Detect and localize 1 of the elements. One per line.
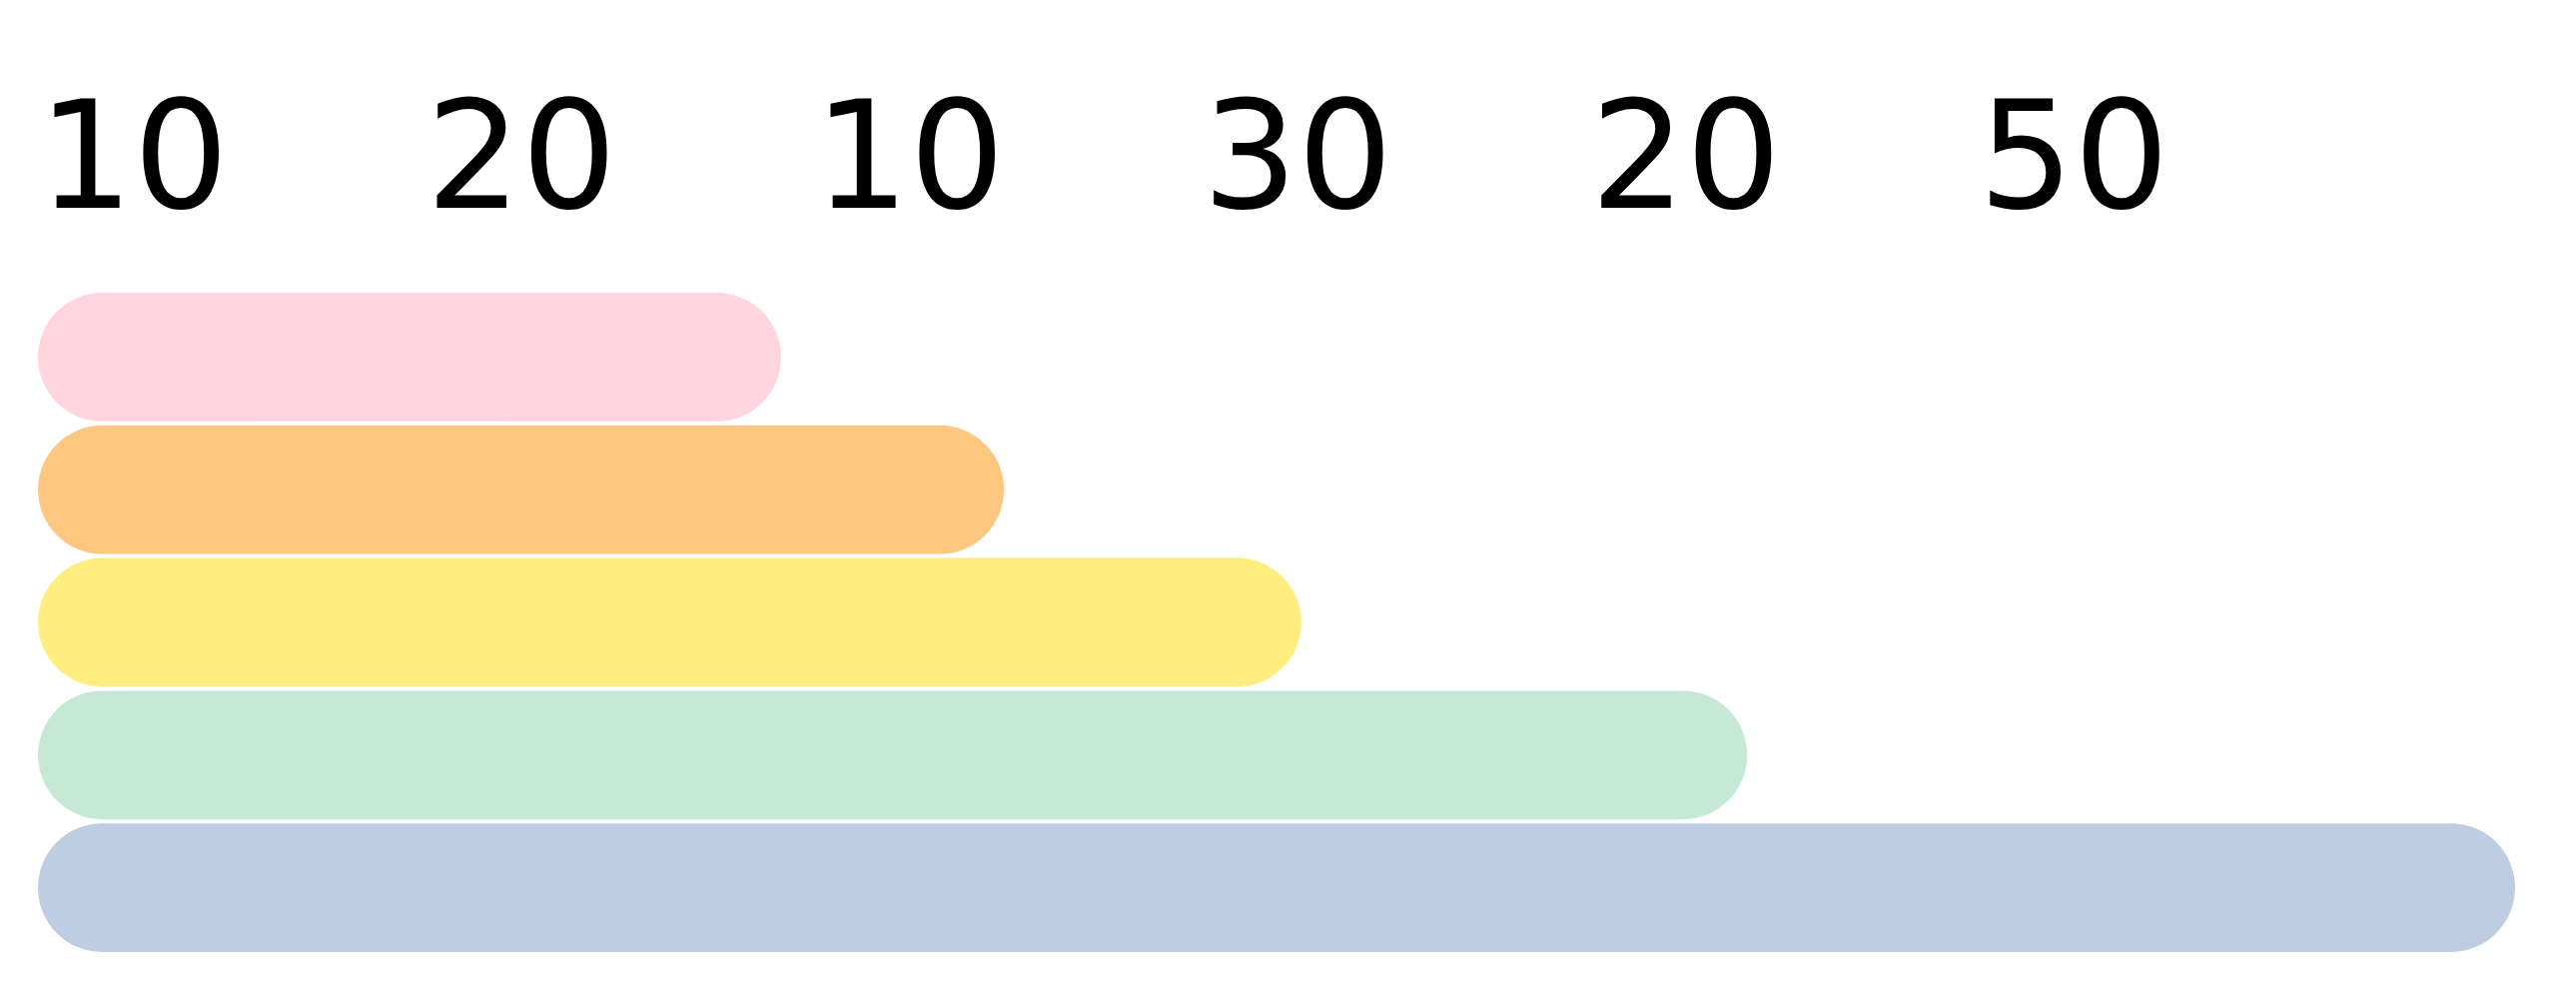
chart-title: 10 20 10 30 20 50 <box>38 69 2169 243</box>
